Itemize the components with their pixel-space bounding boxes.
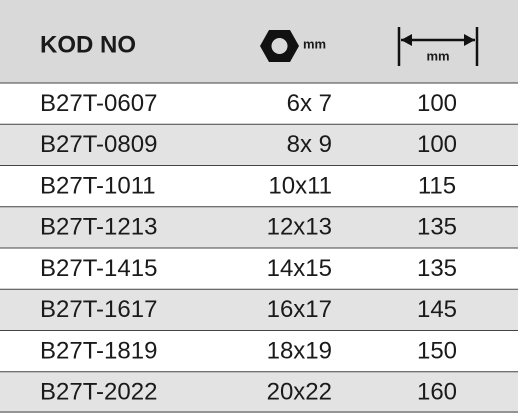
header-background bbox=[0, 0, 518, 83]
length-cell: 100 bbox=[417, 131, 457, 158]
row-background bbox=[0, 289, 518, 331]
row-background bbox=[0, 124, 518, 166]
size-cell: 8x 9 bbox=[287, 131, 332, 158]
code-cell: B27T-1415 bbox=[40, 255, 157, 282]
size-cell: 16x17 bbox=[267, 296, 332, 323]
code-cell: B27T-1011 bbox=[40, 172, 156, 199]
size-cell: 6x 7 bbox=[287, 90, 332, 117]
code-cell: B27T-0607 bbox=[40, 90, 157, 117]
header-length-unit: mm bbox=[426, 48, 449, 63]
length-icon bbox=[397, 27, 479, 66]
size-cell: 12x13 bbox=[267, 214, 332, 241]
row-background bbox=[0, 206, 518, 248]
header-code: KOD NO bbox=[40, 31, 136, 58]
code-cell: B27T-1213 bbox=[40, 214, 157, 241]
code-cell: B27T-1819 bbox=[40, 337, 157, 364]
code-cell: B27T-2022 bbox=[40, 379, 157, 406]
size-cell: 18x19 bbox=[267, 337, 332, 364]
length-cell: 100 bbox=[417, 90, 457, 117]
length-cell: 115 bbox=[418, 172, 456, 199]
length-cell: 150 bbox=[417, 337, 457, 364]
code-cell: B27T-0809 bbox=[40, 131, 157, 158]
size-cell: 20x22 bbox=[267, 379, 332, 406]
header-size-unit: mm bbox=[303, 36, 326, 51]
length-cell: 160 bbox=[417, 379, 457, 406]
arrow-head-left bbox=[401, 34, 412, 46]
length-cell: 135 bbox=[417, 214, 457, 241]
hex-icon bbox=[260, 30, 299, 62]
length-cell: 135 bbox=[417, 255, 457, 282]
size-cell: 14x15 bbox=[267, 255, 332, 282]
hex-hole bbox=[271, 38, 288, 54]
size-cell: 10x11 bbox=[268, 172, 332, 199]
row-background bbox=[0, 371, 518, 413]
arrow-head-right bbox=[464, 34, 475, 46]
length-cell: 145 bbox=[417, 296, 457, 323]
code-cell: B27T-1617 bbox=[40, 296, 157, 323]
